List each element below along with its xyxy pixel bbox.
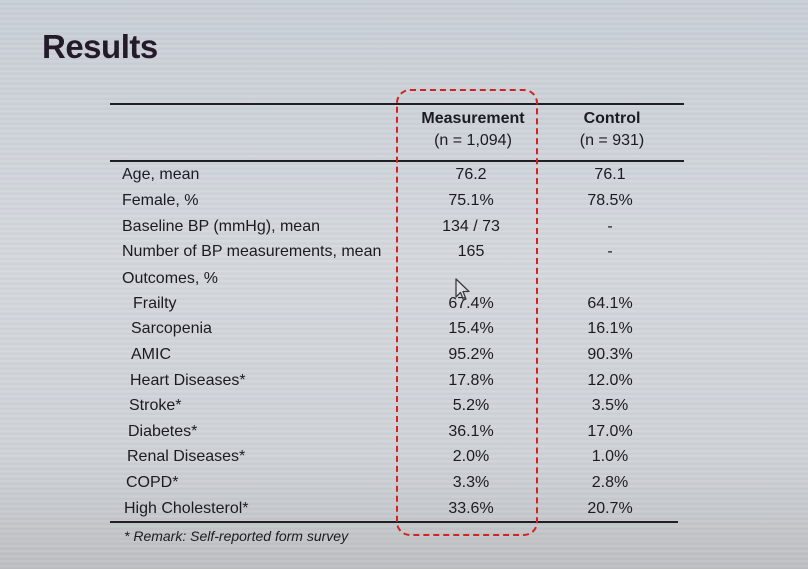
control-value: 1.0%	[591, 448, 629, 465]
mouse-pointer-icon	[455, 278, 470, 301]
measurement-value: 17.8%	[448, 372, 494, 389]
table-row: Number of BP measurements, mean 165 -	[0, 243, 808, 267]
row-label: Diabetes*	[128, 423, 198, 440]
measurement-header-label: Measurement	[421, 110, 525, 127]
measurement-column-header: Measurement (n = 1,094)	[412, 108, 534, 152]
control-value: 76.1	[594, 166, 626, 183]
row-label: High Cholesterol*	[124, 500, 249, 517]
row-label: Frailty	[133, 295, 177, 312]
row-label: Baseline BP (mmHg), mean	[122, 218, 320, 235]
measurement-value: 2.0%	[452, 448, 490, 465]
table-bottom-rule	[110, 521, 678, 523]
table-row: COPD* 3.3% 2.8%	[0, 474, 808, 498]
measurement-highlight-box	[396, 89, 538, 536]
row-label: Female, %	[122, 192, 199, 209]
table-row: Outcomes, %	[0, 270, 808, 294]
control-value: 20.7%	[587, 500, 633, 517]
control-column-header: Control (n = 931)	[560, 108, 664, 152]
table-row: Sarcopenia 15.4% 16.1%	[0, 320, 808, 344]
table-row: Renal Diseases* 2.0% 1.0%	[0, 448, 808, 472]
remark-footnote: * Remark: Self-reported form survey	[124, 528, 349, 544]
table-row: Frailty 67.4% 64.1%	[0, 295, 808, 319]
control-value: 78.5%	[587, 192, 633, 209]
row-label: Renal Diseases*	[127, 448, 246, 465]
control-value: -	[607, 243, 613, 260]
control-value: 17.0%	[587, 423, 633, 440]
row-label: Age, mean	[122, 166, 200, 183]
table-row: Age, mean 76.2 76.1	[0, 166, 808, 190]
measurement-value: 76.2	[455, 166, 487, 183]
measurement-header-n: (n = 1,094)	[434, 132, 512, 149]
row-label: Heart Diseases*	[130, 372, 246, 389]
measurement-value: 33.6%	[448, 500, 494, 517]
table-row: Baseline BP (mmHg), mean 134 / 73 -	[0, 218, 808, 242]
row-label: Sarcopenia	[131, 320, 212, 337]
control-value: 16.1%	[587, 320, 633, 337]
control-header-label: Control	[583, 110, 641, 127]
page-title: Results	[42, 28, 158, 65]
measurement-value: 5.2%	[452, 397, 490, 414]
measurement-value: 15.4%	[448, 320, 494, 337]
row-label: COPD*	[126, 474, 179, 491]
control-value: 64.1%	[587, 295, 633, 312]
table-row: Female, % 75.1% 78.5%	[0, 192, 808, 216]
control-value: 12.0%	[587, 372, 633, 389]
control-value: 90.3%	[587, 346, 633, 363]
row-label: Stroke*	[129, 397, 182, 414]
table-row: Diabetes* 36.1% 17.0%	[0, 423, 808, 447]
control-value: 3.5%	[591, 397, 629, 414]
measurement-value: 75.1%	[448, 192, 494, 209]
row-label: Outcomes, %	[122, 270, 219, 287]
table-row: AMIC 95.2% 90.3%	[0, 346, 808, 370]
table-row: Heart Diseases* 17.8% 12.0%	[0, 372, 808, 396]
control-value: -	[607, 218, 613, 235]
control-value: 2.8%	[591, 474, 629, 491]
measurement-value: 3.3%	[452, 474, 490, 491]
measurement-value: 95.2%	[448, 346, 494, 363]
measurement-value: 165	[457, 243, 485, 260]
row-label: Number of BP measurements, mean	[122, 243, 382, 260]
control-header-n: (n = 931)	[579, 132, 645, 149]
measurement-value: 134 / 73	[442, 218, 500, 235]
table-row: High Cholesterol* 33.6% 20.7%	[0, 500, 808, 524]
measurement-value: 67.4%	[448, 295, 494, 312]
table-row: Stroke* 5.2% 3.5%	[0, 397, 808, 421]
measurement-value: 36.1%	[448, 423, 494, 440]
row-label: AMIC	[131, 346, 171, 363]
